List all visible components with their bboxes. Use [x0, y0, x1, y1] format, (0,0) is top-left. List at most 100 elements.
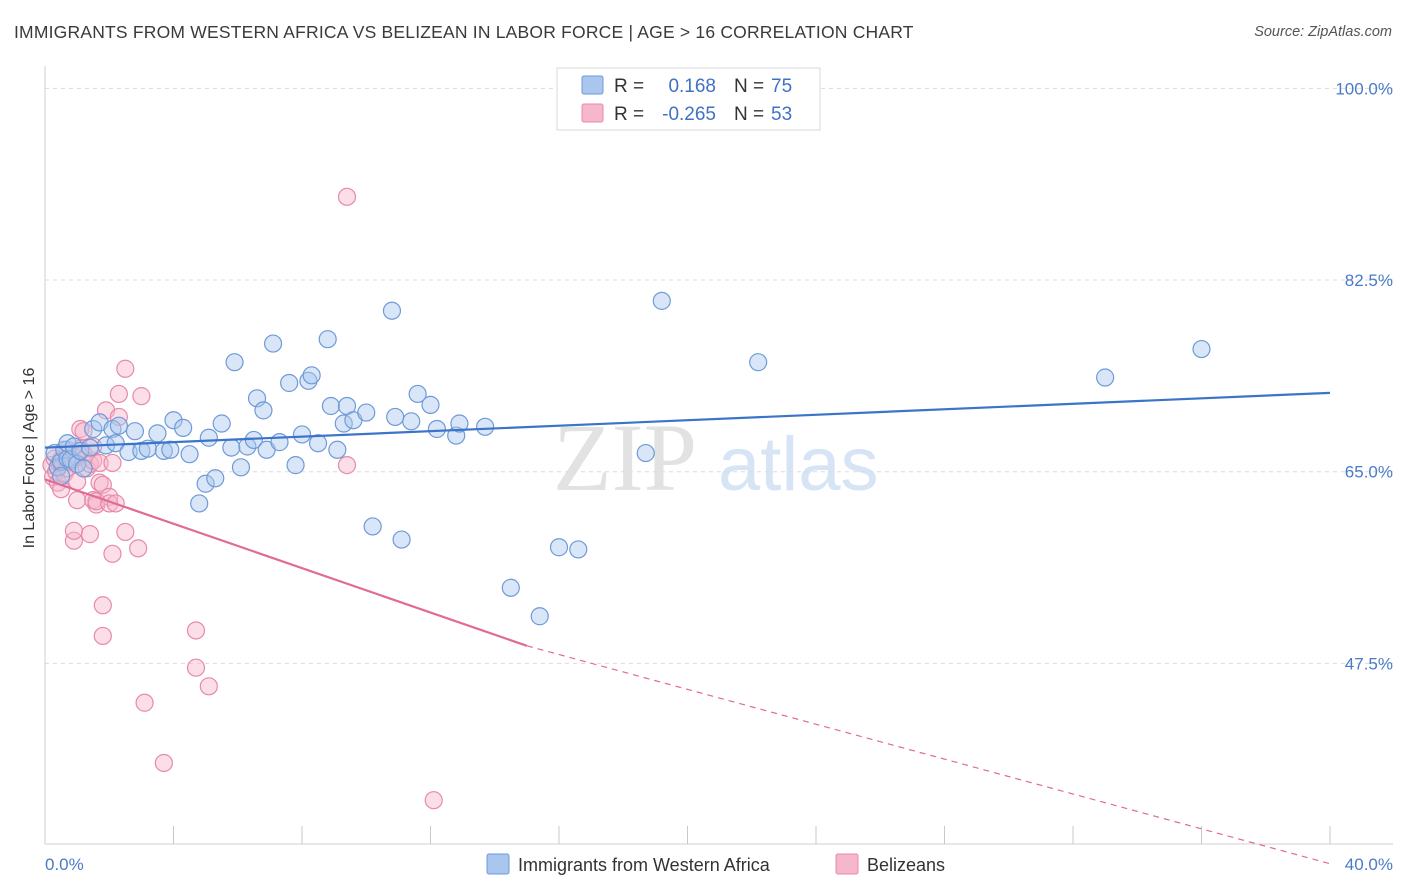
western-africa-point-50: [318, 330, 337, 349]
western-africa-point-59: [386, 407, 405, 427]
western-africa-point-32: [206, 469, 225, 488]
belizean-point-14: [68, 491, 87, 510]
western-africa-point-74: [749, 353, 768, 372]
western-africa-point-66: [450, 414, 469, 433]
x-tick-labels: 0.0% 40.0%: [45, 855, 1393, 874]
belizean-point-42: [116, 522, 135, 542]
y-tick-labels: 47.5% 65.0% 82.5% 100.0%: [1335, 79, 1393, 673]
belizean-points: [42, 187, 443, 810]
trend-lines: [44, 391, 1331, 865]
x-tick-label-min: 0.0%: [45, 855, 84, 874]
western-africa-point-33: [212, 414, 231, 433]
belizean-point-31: [93, 596, 112, 615]
western-africa-point-31: [199, 428, 218, 447]
western-africa-point-23: [148, 424, 167, 443]
western-africa-point-60: [392, 530, 411, 549]
western-africa-point-49: [308, 434, 328, 453]
bottom-legend-label-pink: Belizeans: [867, 855, 945, 875]
belizean-point-12: [64, 531, 84, 550]
western-africa-point-63: [421, 395, 440, 414]
bottom-legend-swatch-blue: [486, 853, 510, 875]
western-africa-point-30: [196, 474, 215, 493]
western-africa-point-26: [164, 411, 183, 430]
western-africa-point-67: [476, 417, 495, 436]
belizean-point-53: [424, 791, 443, 810]
belizean-point-6: [51, 480, 71, 499]
western-africa-point-13: [84, 419, 103, 439]
axes: [44, 66, 1393, 845]
western-africa-point-42: [263, 334, 283, 353]
y-tick-label-1: 65.0%: [1345, 463, 1393, 482]
bottom-legend-label-blue: Immigrants from Western Africa: [518, 855, 771, 875]
western-africa-point-72: [636, 443, 655, 463]
western-africa-point-18: [109, 416, 128, 435]
western-africa-trend-line: [44, 391, 1331, 449]
legend-r-value-pink: -0.265: [662, 104, 716, 125]
y-tick-label-3: 100.0%: [1335, 79, 1393, 98]
western-africa-point-68: [501, 578, 520, 597]
legend-n-value-blue: 75: [771, 76, 792, 97]
western-africa-point-28: [180, 445, 199, 464]
western-africa-point-71: [569, 540, 588, 559]
belizean-point-48: [186, 621, 206, 640]
belizean-point-46: [135, 693, 154, 712]
western-africa-point-64: [427, 419, 447, 439]
legend-r-label-pink: R =: [614, 104, 644, 125]
correlation-legend: R = 0.168 N = 75 R = -0.265 N = 53: [556, 67, 821, 131]
source-credit: Source: ZipAtlas.com: [1254, 24, 1392, 40]
belizean-point-22: [80, 525, 100, 544]
y-tick-label-2: 82.5%: [1345, 271, 1393, 290]
western-africa-point-69: [530, 607, 549, 626]
belizean-point-51: [337, 456, 357, 475]
western-africa-point-57: [363, 517, 382, 536]
gridlines: [45, 87, 1393, 664]
legend-swatch-blue: [581, 75, 604, 95]
western-africa-point-44: [280, 373, 299, 393]
chart-title: IMMIGRANTS FROM WESTERN AFRICA VS BELIZE…: [14, 22, 914, 42]
belizean-point-29: [90, 473, 109, 492]
belizean-point-13: [64, 521, 84, 540]
belizean-point-18: [71, 419, 90, 439]
belizean-point-38: [103, 453, 122, 473]
western-africa-point-27: [174, 418, 193, 437]
western-africa-point-12: [80, 438, 100, 457]
series-legend: Immigrants from Western Africa Belizeans: [486, 853, 945, 875]
belizean-trend-extension: [526, 645, 1331, 865]
western-africa-point-62: [408, 384, 427, 404]
western-africa-point-35: [225, 353, 244, 372]
belizean-point-32: [93, 626, 112, 646]
belizean-point-43: [116, 359, 135, 378]
western-africa-point-36: [231, 458, 251, 477]
western-africa-point-61: [402, 412, 421, 431]
x-tick-label-max: 40.0%: [1345, 855, 1393, 874]
belizean-point-45: [132, 387, 151, 406]
legend-n-label-pink: N =: [734, 104, 764, 125]
western-africa-point-29: [190, 494, 209, 513]
belizean-point-30: [90, 453, 109, 473]
belizean-trend-line: [44, 478, 528, 647]
western-africa-point-73: [652, 291, 671, 310]
bottom-legend-swatch-pink: [835, 853, 859, 875]
western-africa-point-76: [1192, 339, 1211, 359]
legend-swatch-pink: [581, 103, 604, 123]
western-africa-point-48: [302, 366, 321, 385]
belizean-point-50: [199, 677, 218, 696]
y-tick-label-0: 47.5%: [1345, 654, 1393, 673]
western-africa-point-45: [286, 456, 305, 475]
western-africa-point-25: [161, 440, 180, 459]
western-africa-point-56: [357, 403, 376, 422]
belizean-point-52: [337, 187, 357, 206]
western-africa-point-20: [125, 422, 145, 441]
western-africa-points: [45, 291, 1211, 626]
belizean-point-37: [103, 544, 122, 563]
legend-r-label-blue: R =: [614, 76, 644, 97]
y-axis-title: In Labor Force | Age > 16: [21, 368, 38, 549]
western-africa-point-43: [270, 433, 289, 452]
western-africa-point-34: [222, 438, 241, 457]
western-africa-point-46: [292, 425, 312, 444]
western-africa-point-11: [74, 459, 93, 478]
western-africa-point-70: [549, 538, 569, 557]
legend-r-value-blue: 0.168: [668, 76, 716, 97]
western-africa-point-75: [1096, 368, 1115, 387]
watermark-atlas: atlas: [718, 422, 879, 507]
